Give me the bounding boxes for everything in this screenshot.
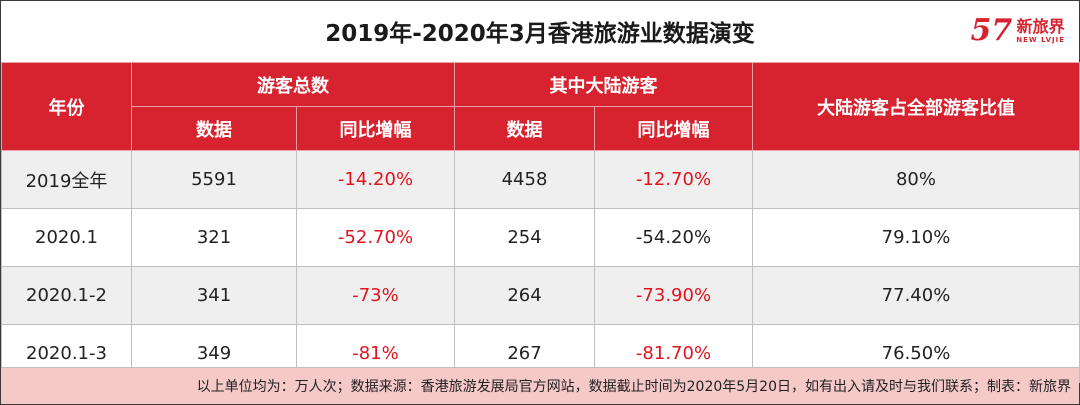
header-row-1: 年份 游客总数 其中大陆游客 大陆游客占全部游客比值 (1, 62, 1080, 151)
cell-total-yoy: -14.20% (296, 150, 455, 209)
footer-text: 以上单位均为：万人次；数据来源：香港旅游发展局官方网站，数据截止时间为2020年… (196, 379, 1071, 395)
header-mainland-yoy: 同比增幅 (594, 106, 753, 151)
cell-total: 321 (131, 208, 297, 267)
header-total-data: 数据 (131, 106, 297, 151)
footer-note: 以上单位均为：万人次；数据来源：香港旅游发展局官方网站，数据截止时间为2020年… (1, 367, 1079, 404)
brand-logo: 57 新旅界 NEW LVJIE (971, 13, 1065, 49)
logo-text: 新旅界 NEW LVJIE (1016, 18, 1065, 44)
cell-ratio: 77.40% (752, 266, 1080, 325)
cell-ratio: 79.10% (752, 208, 1080, 267)
cell-total-yoy: -73% (296, 266, 455, 325)
data-table: 年份 游客总数 其中大陆游客 大陆游客占全部游客比值 数据 同比增幅 数据 同比… (1, 62, 1080, 383)
table-row: 2020.1-2 341 -73% 264 -73.90% 77.40% (1, 266, 1080, 325)
cell-mainland: 4458 (454, 150, 595, 209)
logo-en: NEW LVJIE (1016, 35, 1065, 44)
header-mainland-data: 数据 (454, 106, 595, 151)
cell-year: 2020.1 (1, 208, 132, 267)
logo-cn: 新旅界 (1016, 17, 1065, 37)
cell-total: 5591 (131, 150, 297, 209)
header-mainland-group: 其中大陆游客 (454, 62, 753, 107)
cell-mainland-yoy: -73.90% (594, 266, 753, 325)
page-title: 2019年-2020年3月香港旅游业数据演变 57 新旅界 NEW LVJIE (1, 1, 1079, 61)
header-total-group: 游客总数 (131, 62, 455, 107)
header-ratio: 大陆游客占全部游客比值 (752, 62, 1080, 151)
table-row: 2019全年 5591 -14.20% 4458 -12.70% 80% (1, 150, 1080, 209)
title-text: 2019年-2020年3月香港旅游业数据演变 (325, 21, 755, 47)
header-year: 年份 (1, 62, 132, 151)
table-row: 2020.1-3 349 -81% 267 -81.70% 76.50% (1, 324, 1080, 383)
header-total-yoy: 同比增幅 (296, 106, 455, 151)
cell-mainland: 264 (454, 266, 595, 325)
cell-total: 341 (131, 266, 297, 325)
cell-ratio: 80% (752, 150, 1080, 209)
table-row: 2020.1 321 -52.70% 254 -54.20% 79.10% (1, 208, 1080, 267)
cell-year: 2020.1-2 (1, 266, 132, 325)
logo-mark-icon: 57 (970, 13, 1013, 48)
cell-mainland: 254 (454, 208, 595, 267)
cell-year: 2019全年 (1, 150, 132, 209)
cell-total-yoy: -52.70% (296, 208, 455, 267)
cell-mainland-yoy: -12.70% (594, 150, 753, 209)
cell-mainland-yoy: -54.20% (594, 208, 753, 267)
